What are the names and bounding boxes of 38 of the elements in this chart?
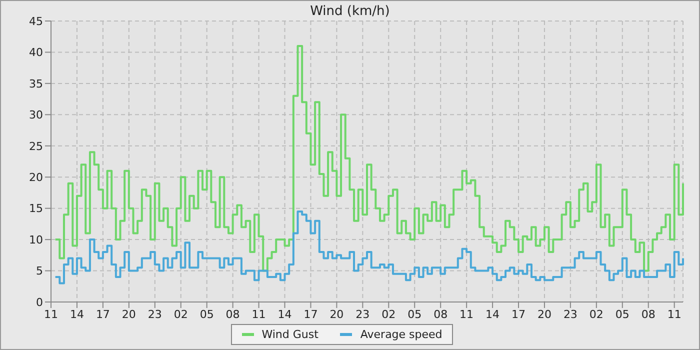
x-tick-label: 05 (408, 308, 422, 321)
y-tick-label: 40 (29, 46, 43, 60)
y-tick-label: 45 (29, 14, 43, 28)
x-tick-label: 17 (96, 308, 110, 321)
x-tick-label: 05 (200, 308, 214, 321)
x-tick-label: 17 (304, 308, 318, 321)
x-tick-label: 20 (537, 308, 552, 321)
x-tick-label: 02 (382, 308, 396, 321)
x-tick-label: 08 (434, 308, 448, 321)
x-tick-label: 02 (589, 308, 604, 321)
legend-label: Average speed (360, 328, 442, 341)
x-tick-label: 23 (356, 308, 370, 321)
y-tick-label: 15 (29, 202, 43, 216)
x-tick-label: 05 (615, 308, 630, 321)
y-tick-label: 25 (29, 140, 43, 153)
y-tick-label: 0 (36, 296, 43, 309)
x-tick-label: 08 (641, 308, 656, 321)
legend-label: Wind Gust (262, 328, 318, 341)
x-tick-label: 23 (563, 308, 578, 321)
x-tick-label: 20 (122, 308, 136, 321)
x-tick-label: 14 (486, 308, 500, 321)
x-tick-label: 08 (226, 308, 240, 321)
x-tick-label: 14 (278, 308, 292, 321)
chart-title: Wind (km/h) (310, 4, 390, 19)
x-tick-label: 23 (148, 308, 162, 321)
x-tick-label: 20 (330, 308, 344, 321)
x-tick-label: 11 (667, 308, 682, 321)
x-tick-label: 14 (70, 308, 84, 321)
x-tick-label: 02 (174, 308, 188, 321)
y-tick-label: 30 (29, 108, 43, 122)
y-tick-label: 35 (29, 77, 43, 90)
x-tick-label: 11 (252, 308, 266, 321)
y-tick-label: 20 (29, 171, 43, 184)
x-tick-label: 17 (512, 308, 526, 321)
x-tick-label: 11 (460, 308, 474, 321)
x-tick-label: 11 (44, 308, 58, 321)
y-tick-label: 5 (36, 264, 43, 278)
y-tick-label: 10 (29, 233, 43, 246)
